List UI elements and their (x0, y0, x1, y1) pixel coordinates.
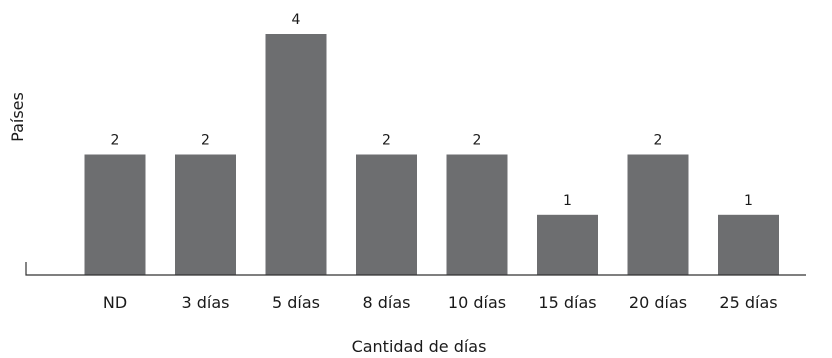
bar-5 (537, 214, 598, 276)
x-tick-label-2: 5 días (272, 293, 320, 312)
value-label-4: 2 (473, 133, 482, 149)
value-label-6: 2 (654, 133, 663, 149)
x-tick-label-4: 10 días (448, 293, 506, 312)
x-tick-label-6: 20 días (629, 293, 687, 312)
x-tick-label-7: 25 días (719, 293, 777, 312)
value-label-3: 2 (382, 133, 391, 149)
bar-4 (446, 154, 508, 275)
value-label-5: 1 (563, 193, 572, 209)
bar-2 (265, 34, 327, 275)
x-tick-labels-group: ND 3 días 5 días 8 días 10 días 15 días 20 día… (103, 293, 778, 312)
bar-1 (175, 154, 236, 275)
x-tick-label-1: 3 días (181, 293, 229, 312)
y-axis-title: Países (8, 92, 27, 142)
x-tick-label-3: 8 días (362, 293, 410, 312)
x-tick-label-5: 15 días (538, 293, 596, 312)
value-label-1: 2 (201, 133, 210, 149)
bar-6 (627, 154, 689, 275)
x-tick-label-0: ND (103, 293, 127, 312)
x-axis-title: Cantidad de días (352, 337, 487, 356)
value-label-2: 4 (292, 12, 301, 28)
bar-3 (356, 154, 417, 275)
bar-0 (84, 154, 146, 275)
bars-group (84, 34, 779, 276)
value-labels-group: 2 2 4 2 2 1 2 1 (111, 12, 753, 209)
value-label-7: 1 (744, 193, 753, 209)
axes-lines (25, 262, 806, 276)
bar-7 (718, 214, 779, 276)
value-label-0: 2 (111, 133, 120, 149)
